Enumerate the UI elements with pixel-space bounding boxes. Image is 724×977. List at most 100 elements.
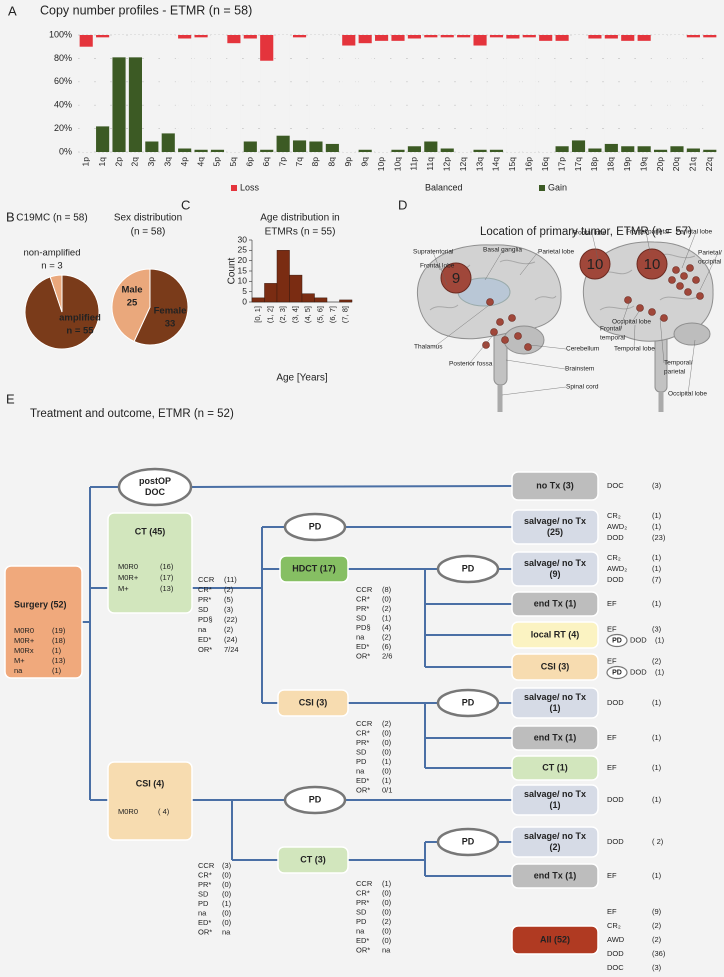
stat-label: ED* [356,776,369,785]
slice-value: n = 55 [66,326,94,337]
stat-label: ED* [356,642,369,651]
region-label: parietal [664,369,686,376]
bar-segment [522,35,536,38]
stat-value: (8) [382,585,392,594]
node-label: salvage/ no Tx [524,831,586,841]
bar-segment [96,126,110,152]
region-label: Occipital lobe [612,319,651,326]
outcome-label: AWD [607,935,625,944]
x-tick-label: 7q [294,157,304,167]
leader-line [432,251,441,271]
node-label: end Tx (1) [534,598,577,608]
treatment-box [511,509,599,545]
bar-segment [637,40,651,147]
bar-segment [96,35,110,38]
bar-segment [555,35,569,41]
x-tick-label: 6p [245,157,255,167]
cerebellum [673,322,711,346]
bar-segment [440,148,454,152]
bar-segment [358,149,372,152]
connector [190,485,513,488]
node-label: CSI (3) [541,661,570,671]
node-label: (25) [547,527,563,537]
pie-slice [133,268,189,346]
treatment-box [511,621,599,649]
bar-segment [309,141,323,152]
node-label: Surgery (52) [14,599,67,609]
x-tick-label: 2p [113,157,123,167]
outcome-value: (2) [652,935,662,944]
count-circle [636,248,668,280]
dot [624,296,632,304]
node-label: local RT (4) [531,629,580,639]
bar-segment [473,45,487,150]
bar-segment [539,35,553,41]
y-tick-label: 0 [242,296,247,306]
bar [276,250,290,303]
outcome-value: (1) [652,599,662,608]
outcome-value: (1) [652,553,662,562]
bar-segment [145,35,159,142]
leader-line [519,251,539,276]
outcome-value: (1) [655,635,665,644]
region-label: Supratentorial [413,249,454,256]
leader-line [645,231,651,253]
dot [660,314,668,322]
x-tick-label: 15q [507,157,517,171]
leader-line [501,386,567,396]
x-tick-label: 17p [556,157,566,171]
node-label: CT (3) [300,854,326,864]
node-label: salvage/ no Tx [524,789,586,799]
stat-label: SD [356,907,367,916]
legend-swatch [416,185,422,191]
leader-line [699,252,719,291]
bar-segment [227,43,241,152]
bar-segment [276,135,290,152]
y-tick-label: 40% [54,100,72,110]
x-tick-label: (3, 4] [291,306,300,323]
outcome-ellipse [283,785,347,815]
stat-label: CCR [356,879,373,888]
treatment-box [511,653,599,681]
bar-segment [621,40,635,147]
cerebellum [503,325,545,355]
count-label: 10 [644,256,661,273]
stat-value: (2) [224,585,234,594]
outcome-value: (3) [652,481,662,490]
x-tick-label: 5q [228,157,238,167]
outcome-label: DOD [607,795,624,804]
stat-value: (3) [224,605,234,614]
bar-segment [473,35,487,46]
count-circle [440,262,472,294]
treatment-box [107,512,193,614]
bar-segment [161,35,175,134]
bar-segment [292,35,307,38]
x-tick-label: 12p [441,157,451,171]
bar-segment [96,37,110,127]
region-label: Frontal/ [600,326,622,333]
detail-label: na [14,666,23,675]
x-tick-label: (4, 5] [303,306,312,323]
stat-value: (24) [224,635,238,644]
region-label: Spinal cord [566,384,599,391]
panel-letter: C [181,197,190,212]
bar [314,297,328,303]
stat-label: CCR [198,575,215,584]
bar-segment [703,149,717,152]
x-tick-label: 20q [671,157,681,171]
stat-label: ED* [198,918,211,927]
stat-label: PR* [356,604,369,613]
bar-segment [588,38,602,149]
stat-value: (2) [382,719,392,728]
bar-segment [588,35,602,39]
x-tick-label: 6q [261,157,271,167]
bar-segment [654,35,668,150]
bar [339,299,353,303]
node-label: (2) [550,842,561,852]
detail-value: (1) [52,646,62,655]
detail-label: M+ [14,656,25,665]
stat-label: na [356,632,365,641]
bar-segment [407,35,421,39]
tumor-dots [482,264,704,351]
